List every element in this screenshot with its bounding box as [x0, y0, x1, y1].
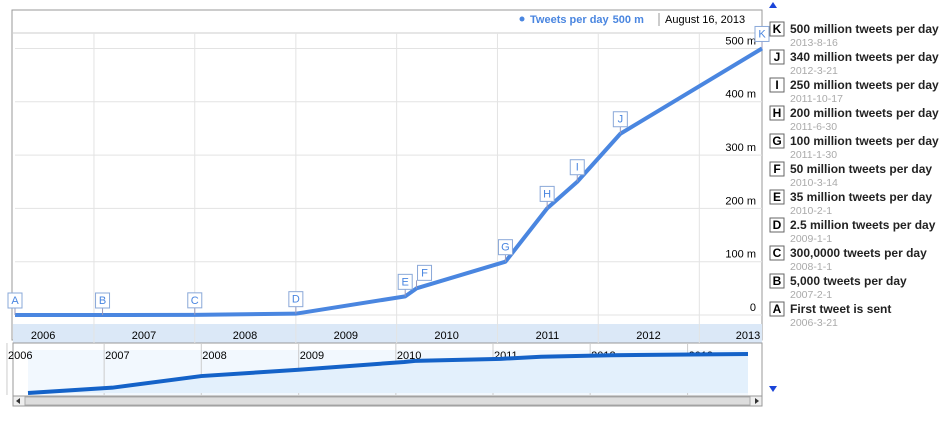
list-text[interactable]: 300,0000 tweets per day	[790, 246, 927, 260]
list-text[interactable]: 100 million tweets per day	[790, 134, 939, 148]
list-text[interactable]: 5,000 tweets per day	[790, 274, 907, 288]
flag-letter[interactable]: I	[576, 162, 579, 174]
list-letter[interactable]: D	[773, 218, 782, 232]
chart-frame	[11, 9, 763, 341]
annotation-flag[interactable]	[569, 159, 585, 176]
scroll-right[interactable]	[755, 398, 759, 404]
annotation-flag[interactable]	[95, 292, 111, 309]
list-date: 2009-1-1	[790, 233, 832, 245]
list-text[interactable]: 500 million tweets per day	[790, 22, 939, 36]
list-date: 2011-10-17	[790, 93, 843, 105]
list-date: 2007-2-1	[790, 289, 832, 301]
list-text[interactable]: 200 million tweets per day	[790, 106, 939, 120]
overview-tick-label: 2008	[202, 350, 226, 362]
list-letter-box[interactable]	[769, 301, 785, 317]
flag-letter[interactable]: C	[191, 295, 199, 307]
list-text[interactable]: 50 million tweets per day	[790, 162, 932, 176]
list-letter-box[interactable]	[769, 245, 785, 261]
annotation-flag[interactable]	[187, 292, 203, 309]
list-date: 2008-1-1	[790, 261, 832, 273]
y-tick-label: 200 m	[725, 195, 756, 207]
annotation-flag[interactable]	[288, 291, 304, 308]
annotation-flag[interactable]	[612, 111, 628, 128]
list-letter-box[interactable]	[769, 273, 785, 289]
list-letter-box[interactable]	[769, 189, 785, 205]
annotation-flag[interactable]	[7, 292, 23, 309]
flag-letter[interactable]: F	[421, 267, 428, 279]
scroll-left[interactable]	[16, 398, 20, 404]
flag-letter[interactable]: K	[758, 28, 766, 40]
list-date: 2012-3-21	[790, 65, 838, 77]
list-letter[interactable]: I	[775, 78, 778, 92]
list-letter-box[interactable]	[769, 105, 785, 121]
list-date: 2010-3-14	[790, 177, 838, 189]
scrollbar-thumb[interactable]	[24, 396, 751, 406]
list-letter[interactable]: J	[774, 50, 781, 64]
flag-letter[interactable]: A	[11, 295, 19, 307]
legend-dot	[519, 16, 525, 22]
annotation-flag[interactable]	[417, 264, 433, 281]
list-letter[interactable]: G	[772, 134, 781, 148]
list-date: 2011-1-30	[790, 149, 837, 161]
annotation-flag[interactable]	[539, 185, 555, 202]
overview-tick-label: 2009	[300, 350, 324, 362]
x-tick-label: 2007	[132, 330, 156, 342]
list-date: 2011-6-30	[790, 121, 837, 133]
legend-value: 500 m	[613, 14, 644, 26]
list-letter-box[interactable]	[769, 77, 785, 93]
x-tick-label: 2008	[233, 330, 257, 342]
x-tick-label: 2006	[31, 330, 55, 342]
flag-letter[interactable]: B	[99, 295, 106, 307]
list-letter[interactable]: C	[773, 246, 782, 260]
list-letter-box[interactable]	[769, 133, 785, 149]
list-text[interactable]: 35 million tweets per day	[790, 190, 932, 204]
overview-area	[28, 354, 748, 393]
x-tick-label: 2010	[434, 330, 458, 342]
list-letter[interactable]: B	[773, 274, 782, 288]
list-letter[interactable]: F	[773, 162, 780, 176]
x-axis-band	[13, 324, 762, 343]
list-letter[interactable]: H	[773, 106, 782, 120]
flag-letter[interactable]: D	[292, 294, 300, 306]
list-letter[interactable]: K	[773, 22, 782, 36]
flag-letter[interactable]: G	[501, 242, 510, 254]
list-text[interactable]: 250 million tweets per day	[790, 78, 939, 92]
list-letter[interactable]: A	[773, 302, 782, 316]
y-tick-label: 100 m	[725, 249, 756, 261]
y-tick-label: 0	[750, 302, 756, 314]
x-tick-label: 2012	[636, 330, 660, 342]
overview-tick-label: 2006	[8, 350, 32, 362]
overview-line	[27, 352, 749, 395]
list-letter-box[interactable]	[769, 49, 785, 65]
y-tick-label: 400 m	[725, 89, 756, 101]
list-letter[interactable]: E	[773, 190, 781, 204]
legend-series: Tweets per day	[530, 14, 610, 26]
list-text[interactable]: First tweet is sent	[790, 302, 891, 316]
annotation-flag[interactable]	[754, 25, 770, 42]
list-date: 2006-3-21	[790, 317, 838, 329]
y-tick-label: 300 m	[725, 142, 756, 154]
x-tick-label: 2011	[536, 330, 560, 342]
list-letter-box[interactable]	[769, 161, 785, 177]
list-letter-box[interactable]	[769, 21, 785, 37]
annotation-flag[interactable]	[397, 273, 413, 290]
list-up[interactable]	[769, 2, 777, 8]
flag-letter[interactable]: E	[402, 276, 409, 288]
list-date: 2013-8-16	[790, 37, 838, 49]
x-tick-label: 2009	[334, 330, 358, 342]
flag-letter[interactable]: H	[543, 188, 551, 200]
x-tick-label: 2013	[736, 330, 760, 342]
list-text[interactable]: 340 million tweets per day	[790, 50, 939, 64]
list-down[interactable]	[769, 386, 777, 392]
list-letter-box[interactable]	[769, 217, 785, 233]
annotation-flag[interactable]	[497, 239, 513, 256]
list-text[interactable]: 2.5 million tweets per day	[790, 218, 936, 232]
list-date: 2010-2-1	[790, 205, 832, 217]
y-tick-label: 500 m	[725, 35, 756, 47]
flag-letter[interactable]: J	[618, 114, 624, 126]
legend-date: August 16, 2013	[665, 14, 745, 26]
overview-tick-label: 2007	[105, 350, 129, 362]
